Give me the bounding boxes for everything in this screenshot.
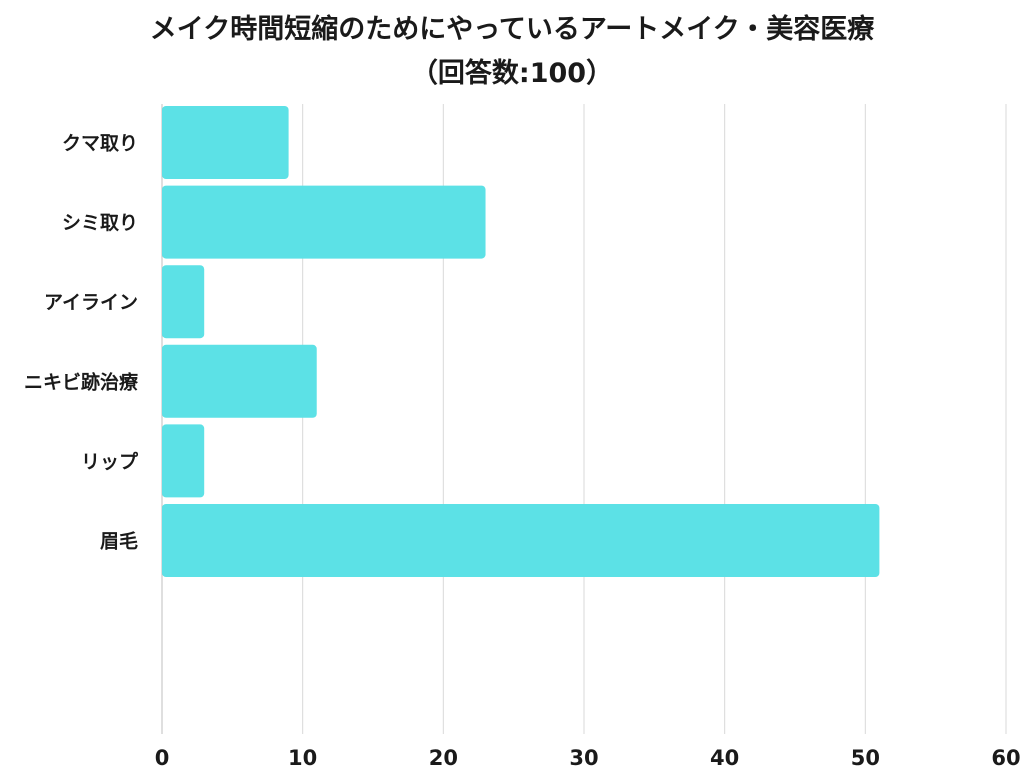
- category-label: クマ取り: [62, 133, 138, 155]
- x-tick-label: 30: [569, 746, 598, 768]
- bar: [162, 185, 486, 259]
- category-label: アイライン: [44, 292, 138, 314]
- category-label: リップ: [81, 450, 139, 473]
- bar: [162, 424, 205, 498]
- x-tick-label: 60: [991, 746, 1020, 768]
- category-label: ニキビ跡治療: [24, 370, 139, 393]
- bar: [162, 344, 317, 418]
- x-tick-labels: 0 10 20 30 40 50 60: [155, 746, 1021, 768]
- category-label: シミ取り: [62, 212, 138, 234]
- bar: [162, 504, 880, 577]
- bar: [162, 106, 289, 179]
- x-tick-label: 0: [155, 746, 170, 768]
- x-tick-label: 10: [288, 746, 317, 768]
- chart-subtitle: （回答数:100）: [410, 58, 614, 89]
- bar: [162, 265, 205, 339]
- category-label: 眉毛: [100, 531, 138, 553]
- bars: [162, 106, 880, 577]
- chart-title: メイク時間短縮のためにやっているアートメイク・美容医療: [149, 14, 875, 45]
- x-tick-label: 40: [710, 746, 739, 768]
- x-tick-label: 20: [429, 746, 458, 768]
- x-tick-label: 50: [851, 746, 880, 768]
